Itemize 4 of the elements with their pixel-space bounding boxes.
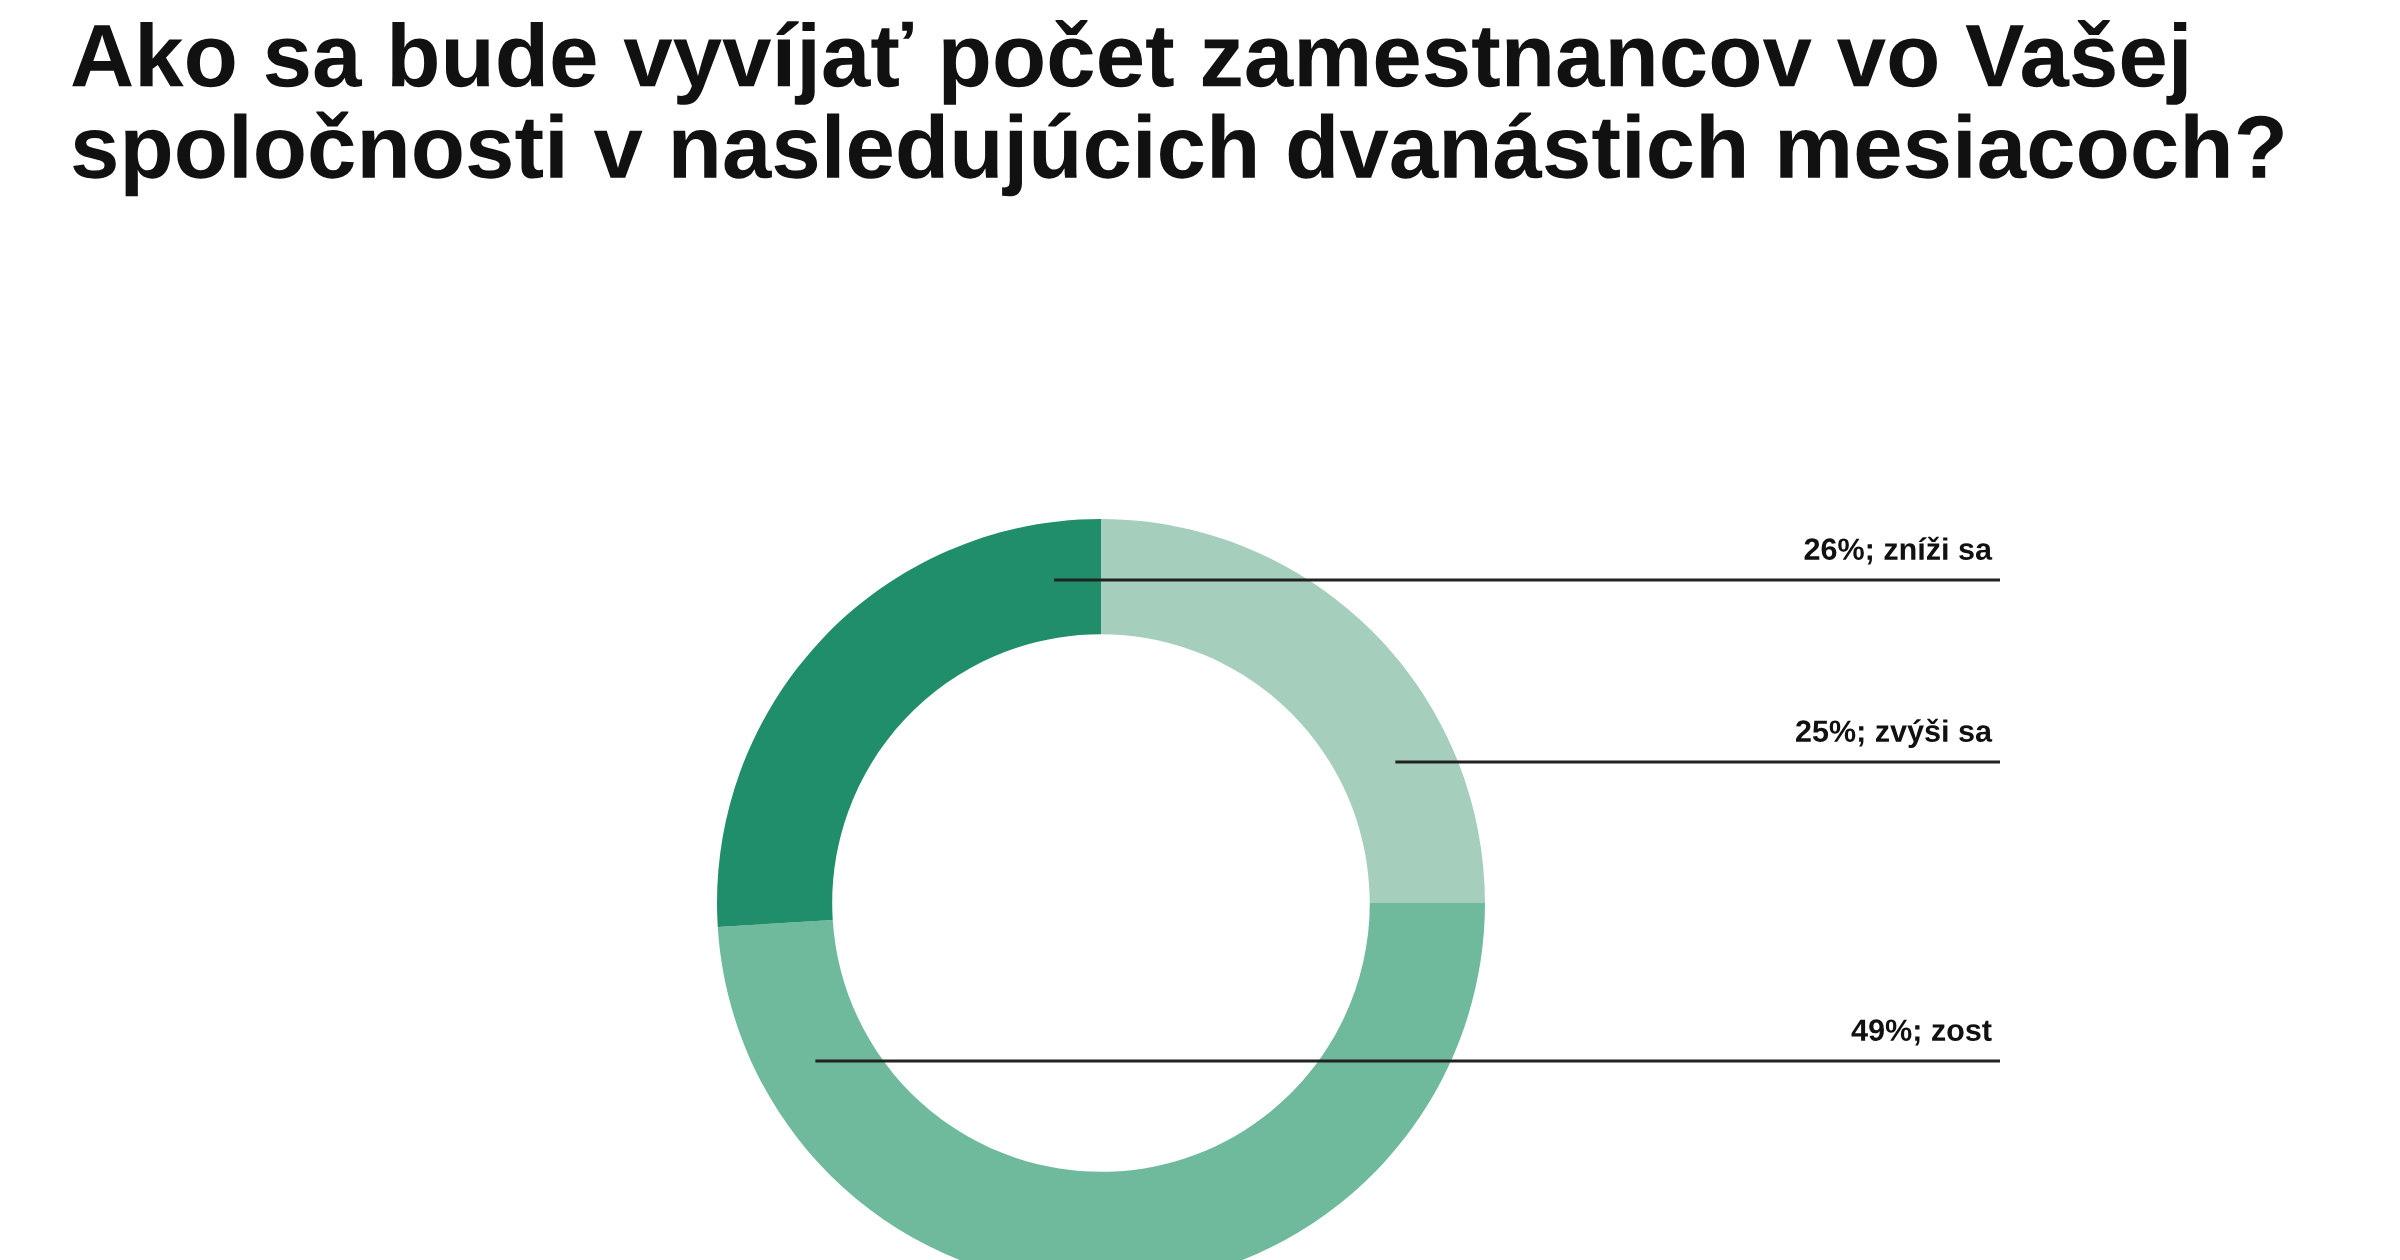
slice-label: 26%; zníži sa [1804, 536, 1993, 565]
slice-label: 25%; zvýši sa [1796, 718, 1993, 748]
chart-title: Ako sa bude vyvíjať počet zamestnancov vo Vašej spoločnosti v nasledujúcich dvanástich mesiacoch? [72, 20, 2283, 197]
slice-label: 49%; zost [1851, 1019, 1992, 1046]
